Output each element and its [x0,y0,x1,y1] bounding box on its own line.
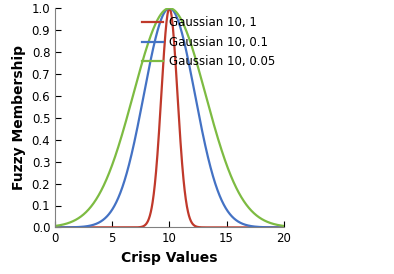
Gaussian 10, 1 [76,226,81,229]
Line: Gaussian 10, 1: Gaussian 10, 1 [55,8,284,227]
Gaussian 10, 1 [235,226,240,229]
Gaussian 10, 0.1 [153,36,158,39]
Gaussian 10, 0.05 [210,118,215,121]
Gaussian 10, 1 [145,220,150,223]
Gaussian 10, 0.1 [281,226,286,229]
Gaussian 10, 0.05 [153,22,158,25]
Gaussian 10, 0.1 [231,216,236,220]
Gaussian 10, 0.05 [235,189,240,192]
Y-axis label: Fuzzy Membership: Fuzzy Membership [12,45,26,190]
Gaussian 10, 0.05 [145,43,150,47]
Gaussian 10, 0.1 [76,226,81,229]
Legend: Gaussian 10, 1, Gaussian 10, 0.1, Gaussian 10, 0.05: Gaussian 10, 1, Gaussian 10, 0.1, Gaussi… [139,14,278,71]
Line: Gaussian 10, 0.05: Gaussian 10, 0.05 [55,8,284,226]
Gaussian 10, 0.1 [53,226,58,229]
Gaussian 10, 1 [167,7,172,10]
Gaussian 10, 0.05 [76,216,81,220]
Gaussian 10, 0.05 [231,181,236,184]
Line: Gaussian 10, 0.1: Gaussian 10, 0.1 [55,8,284,227]
Gaussian 10, 1 [153,173,158,176]
Gaussian 10, 0.1 [235,220,240,223]
Gaussian 10, 0.1 [210,172,215,176]
Gaussian 10, 0.1 [145,74,150,77]
X-axis label: Crisp Values: Crisp Values [121,251,217,265]
Gaussian 10, 1 [53,226,58,229]
Gaussian 10, 1 [231,226,236,229]
Gaussian 10, 0.05 [53,224,58,228]
Gaussian 10, 0.05 [281,224,286,228]
Gaussian 10, 0.05 [167,7,172,10]
Gaussian 10, 1 [281,226,286,229]
Gaussian 10, 1 [210,226,215,229]
Gaussian 10, 0.1 [167,7,172,10]
